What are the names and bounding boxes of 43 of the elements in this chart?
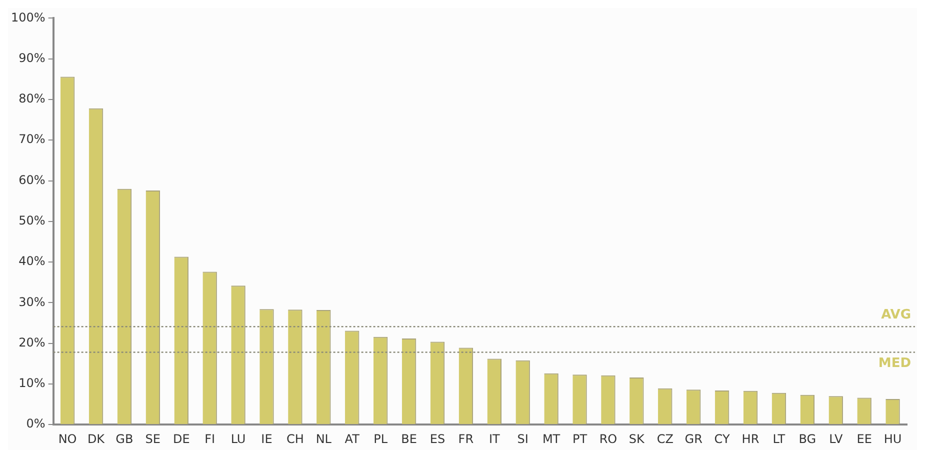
- x-tick-label: PL: [374, 432, 388, 446]
- x-tick-label: DK: [87, 432, 106, 446]
- x-tick-label: SK: [628, 432, 646, 446]
- x-tick-label: ES: [430, 432, 446, 446]
- x-tick-label: SI: [517, 432, 528, 446]
- x-tick-label: SE: [145, 432, 161, 446]
- x-tick-label: DE: [172, 432, 190, 446]
- y-tick-label: 40%: [18, 254, 46, 268]
- y-tick-label: 60%: [18, 172, 46, 187]
- x-tick-label: AT: [344, 432, 360, 446]
- x-tick-label: BG: [798, 432, 816, 446]
- ref-line-label: MED: [878, 356, 912, 372]
- x-tick-label: GB: [116, 432, 134, 446]
- ref-line-label: AVG: [881, 308, 911, 323]
- x-tick-label: IT: [488, 432, 500, 446]
- y-tick-label: 20%: [18, 335, 46, 350]
- x-tick-label: HR: [742, 432, 760, 446]
- x-tick-label: NO: [58, 432, 77, 446]
- x-tick-label: LT: [772, 432, 786, 446]
- y-tick-label: 10%: [18, 376, 46, 390]
- x-tick-label: NL: [316, 432, 332, 446]
- x-tick-label: MT: [542, 432, 561, 446]
- x-tick-label: CZ: [656, 432, 674, 446]
- y-tick-label: 30%: [18, 294, 46, 309]
- x-tick-label: RO: [599, 432, 618, 446]
- x-tick-label: BE: [401, 432, 417, 446]
- x-tick-label: LV: [829, 432, 844, 446]
- x-tick-label: CY: [714, 432, 730, 446]
- x-tick-label: CH: [286, 432, 304, 446]
- x-tick-label: GR: [684, 432, 702, 446]
- y-tick-label: 90%: [18, 50, 46, 65]
- x-tick-label: IE: [261, 432, 272, 446]
- y-tick-label: 70%: [18, 132, 46, 146]
- y-tick-label: 80%: [18, 92, 46, 106]
- x-tick-label: PT: [572, 432, 588, 446]
- y-tick-label: 100%: [10, 10, 46, 24]
- x-tick-label: FR: [458, 432, 474, 446]
- x-tick-label: LU: [230, 432, 246, 446]
- x-tick-label: FI: [204, 432, 216, 446]
- y-tick-label: 0%: [26, 416, 46, 431]
- x-tick-label: EE: [856, 432, 872, 446]
- x-tick-label: HU: [884, 432, 902, 446]
- y-tick-label: 50%: [18, 214, 46, 228]
